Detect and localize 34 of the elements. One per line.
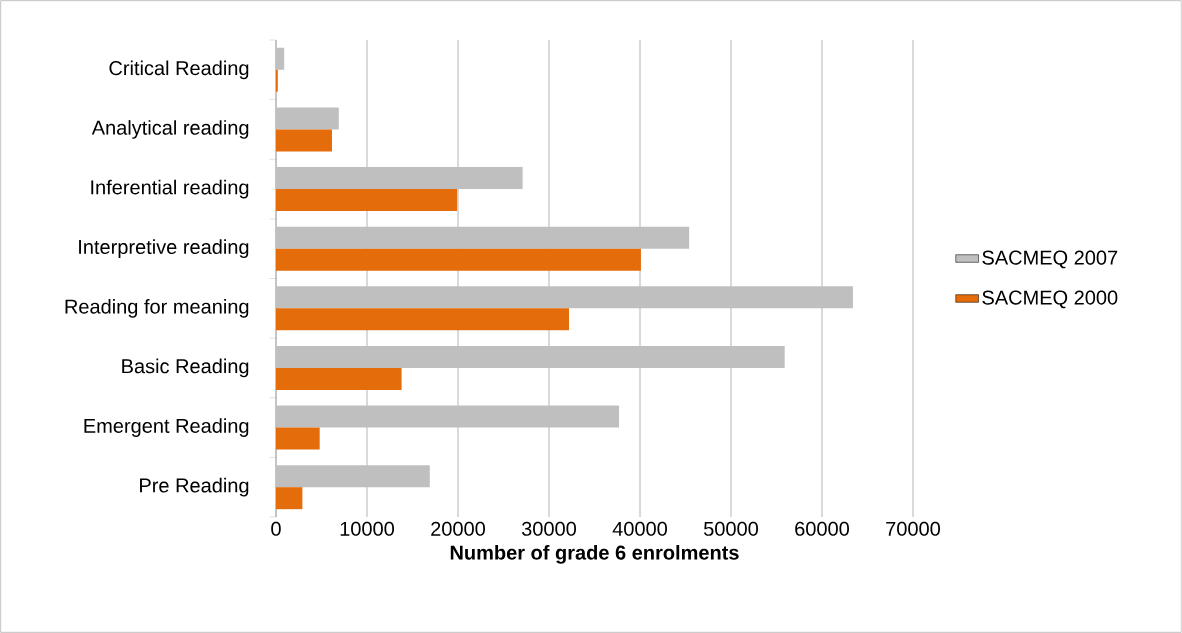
bar	[276, 189, 458, 212]
bar	[276, 405, 620, 428]
y-tick-label: Critical Reading	[109, 60, 249, 80]
x-tick-label: 70000	[886, 521, 940, 536]
x-tick-label: 60000	[795, 521, 849, 536]
x-tick-label: 0	[271, 521, 281, 536]
legend-label: SACMEQ 2007	[982, 250, 1118, 269]
bar	[276, 345, 785, 368]
bar	[276, 427, 320, 450]
x-axis-title: Number of grade 6 enrolments	[450, 545, 739, 564]
y-tick-label: Inferential reading	[91, 179, 249, 199]
x-tick-label: 30000	[521, 521, 576, 536]
x-tick-label: 50000	[703, 521, 758, 536]
bar	[276, 248, 641, 271]
y-tick-label: Interpretive reading	[79, 239, 249, 259]
y-tick-label: Emergent Reading	[84, 418, 249, 437]
y-tick-label: Reading for meaning	[65, 299, 249, 318]
legend-label: SACMEQ 2000	[982, 290, 1118, 309]
bar	[276, 107, 339, 130]
x-tick-label: 20000	[431, 521, 486, 536]
y-tick-label: Analytical reading	[91, 120, 249, 139]
bar	[276, 47, 285, 70]
bar	[276, 226, 690, 249]
bar	[276, 167, 523, 190]
bar	[276, 487, 303, 510]
bar	[276, 367, 402, 390]
y-tick-label: Basic Reading	[122, 358, 249, 378]
bar	[276, 465, 430, 488]
y-tick-label: Pre Reading	[140, 477, 249, 497]
x-tick-label: 10000	[340, 521, 394, 536]
x-tick-label: 40000	[612, 521, 667, 536]
bar	[276, 129, 332, 152]
bar	[276, 286, 853, 309]
bar	[276, 308, 570, 331]
